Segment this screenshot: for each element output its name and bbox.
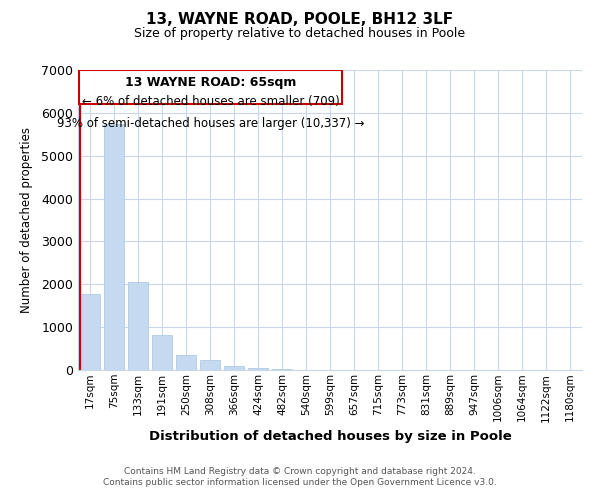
Bar [128, 282, 148, 370]
Text: Contains public sector information licensed under the Open Government Licence v3: Contains public sector information licen… [103, 478, 497, 487]
X-axis label: Distribution of detached houses by size in Poole: Distribution of detached houses by size … [149, 430, 511, 443]
Text: 13, WAYNE ROAD, POOLE, BH12 3LF: 13, WAYNE ROAD, POOLE, BH12 3LF [146, 12, 454, 28]
Bar [176, 354, 196, 370]
Text: Size of property relative to detached houses in Poole: Size of property relative to detached ho… [134, 28, 466, 40]
Bar [248, 368, 268, 370]
Bar [272, 369, 292, 370]
Text: Contains HM Land Registry data © Crown copyright and database right 2024.: Contains HM Land Registry data © Crown c… [124, 467, 476, 476]
Text: ← 6% of detached houses are smaller (709): ← 6% of detached houses are smaller (709… [82, 96, 340, 108]
Bar [200, 360, 220, 370]
Bar [224, 366, 244, 370]
Y-axis label: Number of detached properties: Number of detached properties [20, 127, 33, 313]
Text: 93% of semi-detached houses are larger (10,337) →: 93% of semi-detached houses are larger (… [57, 116, 364, 130]
Bar [104, 124, 124, 370]
Text: 13 WAYNE ROAD: 65sqm: 13 WAYNE ROAD: 65sqm [125, 76, 296, 89]
Bar [80, 294, 100, 370]
Bar [152, 335, 172, 370]
FancyBboxPatch shape [79, 70, 342, 104]
